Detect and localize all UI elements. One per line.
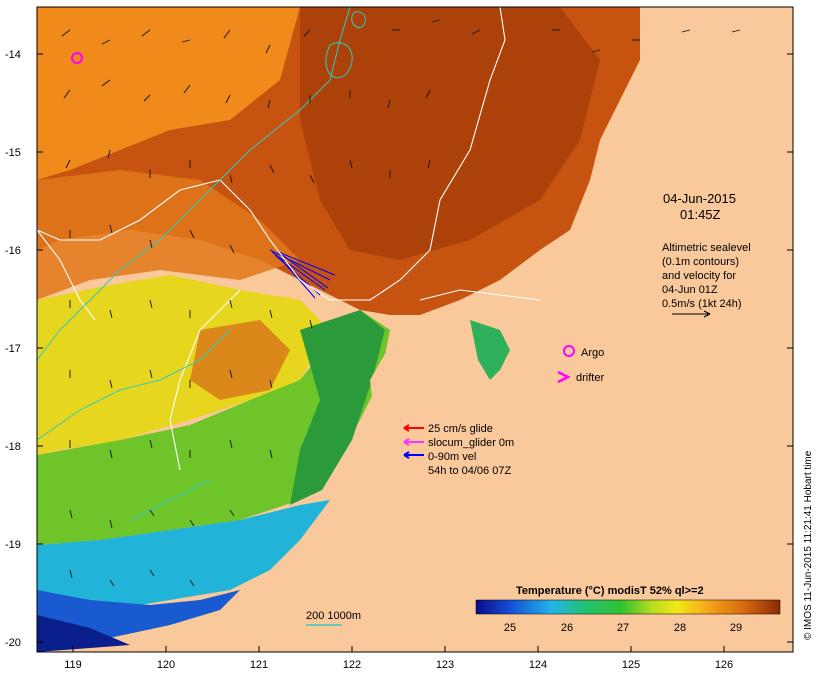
glider-legend-1: 25 cm/s glide bbox=[428, 423, 493, 435]
sst-orange-patch bbox=[190, 320, 290, 400]
copyright-vertical: © IMOS 11-Jun-2015 11:21:41 Hobart time bbox=[803, 450, 814, 640]
isobaths bbox=[37, 7, 366, 521]
altimetry-line2: (0.1m contours) bbox=[662, 256, 739, 268]
x-tick-label: 123 bbox=[436, 659, 454, 671]
altimetry-line3: and velocity for bbox=[662, 270, 736, 282]
glider-legend-4: 54h to 04/06 07Z bbox=[428, 465, 511, 477]
x-tick-label: 121 bbox=[250, 659, 268, 671]
colorbar-tick: 25 bbox=[504, 622, 516, 634]
isobath-label: 200 1000m bbox=[306, 610, 361, 622]
drifter-label: drifter bbox=[576, 372, 604, 384]
map-date: 04-Jun-2015 bbox=[663, 191, 736, 206]
axis-ticks bbox=[37, 53, 793, 652]
x-tick-label: 120 bbox=[157, 659, 175, 671]
argo-marker-nw[interactable] bbox=[71, 52, 83, 64]
vel-blue-arrow bbox=[403, 451, 424, 459]
glide-magenta-arrow bbox=[403, 438, 424, 446]
plot-frame bbox=[36, 6, 794, 653]
colorbar-tick: 29 bbox=[730, 622, 742, 634]
y-tick-label: -17 bbox=[5, 343, 21, 355]
sst-bay-green bbox=[470, 320, 510, 380]
y-tick-label: -16 bbox=[5, 245, 21, 257]
land-kimberley bbox=[130, 7, 793, 652]
sst-orange-west bbox=[37, 7, 300, 180]
sst-yellow-region bbox=[37, 275, 330, 455]
y-tick-label: -19 bbox=[5, 539, 21, 551]
glide-red-arrow bbox=[403, 424, 424, 432]
glider-legend-3: 0-90m vel bbox=[428, 451, 476, 463]
y-tick-label: -15 bbox=[5, 147, 21, 159]
argo-label: Argo bbox=[581, 347, 604, 359]
sealevel-contours bbox=[37, 7, 541, 471]
velocity-scale-arrow bbox=[672, 310, 711, 318]
sst-darkgreen-coast bbox=[290, 310, 385, 505]
y-tick-label: -18 bbox=[5, 441, 21, 453]
sst-warmest-region bbox=[300, 7, 600, 260]
altimetry-line1: Altimetric sealevel bbox=[662, 242, 751, 254]
glider-legend-2: slocum_glider 0m bbox=[428, 437, 514, 449]
sst-orange-mid bbox=[37, 170, 300, 300]
colorbar: Temperature (°C) modisT 52% ql>=2 25 26 … bbox=[475, 585, 781, 634]
y-tick-label: -14 bbox=[5, 49, 21, 61]
drifter-legend-marker bbox=[557, 370, 571, 384]
y-tick-label: -20 bbox=[5, 637, 21, 649]
altimetry-line4: 04-Jun 01Z bbox=[662, 284, 718, 296]
x-tick-label: 119 bbox=[64, 659, 82, 671]
x-tick-label: 125 bbox=[622, 659, 640, 671]
colorbar-gradient bbox=[475, 599, 781, 615]
x-tick-label: 126 bbox=[715, 659, 733, 671]
colorbar-tick: 27 bbox=[617, 622, 629, 634]
map-time: 01:45Z bbox=[680, 207, 721, 222]
sst-field bbox=[37, 7, 793, 652]
sst-darkblue-region bbox=[37, 615, 130, 652]
x-tick-label: 122 bbox=[343, 659, 361, 671]
colorbar-title: Temperature (°C) modisT 52% ql>=2 bbox=[516, 585, 704, 597]
altimetry-line5: 0.5m/s (1kt 24h) bbox=[662, 298, 741, 310]
argo-legend-marker bbox=[563, 345, 575, 357]
colorbar-tick: 28 bbox=[674, 622, 686, 634]
velocity-arrows bbox=[61, 19, 741, 587]
sst-cyan-region bbox=[37, 500, 330, 610]
colorbar-tick: 26 bbox=[561, 622, 573, 634]
x-tick-label: 124 bbox=[529, 659, 547, 671]
